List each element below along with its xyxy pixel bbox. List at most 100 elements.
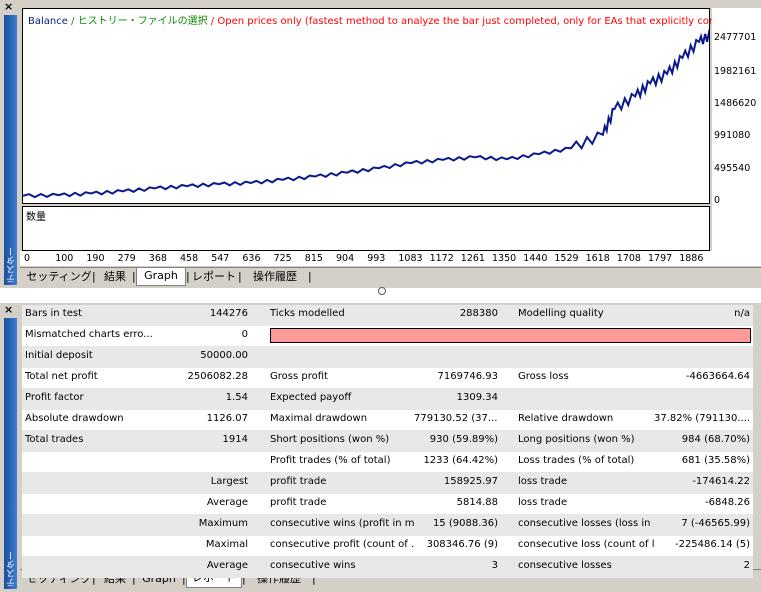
metric-value: 308346.76 (9): [426, 539, 498, 550]
x-tick-label: 100: [55, 253, 74, 264]
y-tick-label: 0: [714, 195, 721, 206]
x-tick-label: 904: [336, 253, 355, 264]
resize-handle[interactable]: [378, 287, 386, 295]
x-tick-label: 1529: [554, 253, 579, 264]
x-tick-label: 636: [242, 253, 261, 264]
metric-label: profit trade: [270, 497, 327, 508]
metric-value: 2506082.28: [187, 371, 248, 382]
metric-label: consecutive profit (count of ...: [270, 539, 414, 550]
report-row: Mismatched charts erro... 0: [22, 326, 753, 347]
metric-label: Mismatched charts erro...: [25, 329, 153, 340]
y-tick-label: 991080: [714, 130, 751, 141]
tab-report[interactable]: レポート: [192, 270, 236, 283]
report-row: Average consecutive wins 3 consecutive loss…: [22, 557, 753, 578]
tester-title-strip[interactable]: テスター: [4, 15, 17, 285]
metric-label: Total trades: [25, 434, 84, 445]
metric-value: 5814.88: [456, 497, 498, 508]
x-tick-label: 1172: [429, 253, 454, 264]
metric-value: 779130.52 (37....: [414, 413, 498, 424]
metric-value: 681 (35.58%): [681, 455, 750, 466]
x-tick-label: 993: [367, 253, 386, 264]
tab-settings[interactable]: セッティング: [26, 270, 92, 283]
tab-journal[interactable]: 操作履歴: [253, 270, 297, 283]
metric-value: 288380: [459, 308, 498, 319]
x-tick-label: 1618: [585, 253, 610, 264]
chart-legend: Balance / ヒストリー・ファイルの選択 / Open prices on…: [28, 12, 761, 27]
x-tick-label: 725: [273, 253, 292, 264]
tester-tab-bar: セッティング | 結果 | Graph | レポート | 操作履歴 |: [20, 267, 761, 286]
report-row: Maximum consecutive wins (profit in m... 1…: [22, 515, 753, 536]
y-tick-label: 2477701: [714, 32, 757, 43]
metric-value: Maximal: [205, 539, 248, 550]
metric-label: Maximal drawdown: [270, 413, 368, 424]
metric-value: 50000.00: [200, 350, 248, 361]
metric-label: Relative drawdown: [518, 413, 614, 424]
y-tick-label: 495540: [714, 163, 751, 174]
metric-label: consecutive losses: [518, 560, 612, 571]
x-tick-label: 1440: [523, 253, 548, 264]
x-tick-label: 1886: [679, 253, 704, 264]
metric-value: -174614.22: [692, 476, 750, 487]
metric-label: Bars in test: [25, 308, 82, 319]
tester-title-strip[interactable]: テスター: [4, 318, 17, 589]
metric-value: 0: [241, 329, 248, 340]
y-tick-label: 1486620: [714, 98, 757, 109]
metric-label: consecutive wins: [270, 560, 356, 571]
metric-value: 144276: [209, 308, 248, 319]
report-row: Initial deposit 50000.00: [22, 347, 753, 368]
metric-value: Maximum: [198, 518, 248, 529]
metric-value: 930 (59.89%): [429, 434, 498, 445]
x-tick-label: 815: [304, 253, 323, 264]
report-row: Profit factor 1.54 Expected payoff 1309.34: [22, 389, 753, 410]
metric-label: Gross loss: [518, 371, 569, 382]
x-axis: [20, 251, 761, 266]
metric-label: Long positions (won %): [518, 434, 635, 445]
metric-label: consecutive losses (loss in ...: [518, 518, 654, 529]
x-tick-label: 1708: [616, 253, 641, 264]
report-row: Absolute drawdown 1126.07 Maximal drawdown…: [22, 410, 753, 431]
metric-value: 1233 (64.42%): [423, 455, 498, 466]
mismatch-indicator-bar: [270, 328, 751, 343]
metric-value: -4663664.64: [685, 371, 750, 382]
metric-value: -225486.14 (5): [674, 539, 750, 550]
metric-label: Absolute drawdown: [25, 413, 124, 424]
tab-results[interactable]: 結果: [104, 270, 126, 283]
metric-value: 158925.97: [443, 476, 498, 487]
metric-value: Average: [206, 560, 248, 571]
report-row: Total trades 1914 Short positions (won %) 9…: [22, 431, 753, 452]
tester-title-label: テスター: [7, 551, 17, 587]
report-row: Maximal consecutive profit (count of ... 3…: [22, 536, 753, 557]
x-tick-label: 1083: [398, 253, 423, 264]
metric-value: 1914: [222, 434, 248, 445]
panel-divider[interactable]: [0, 288, 761, 303]
metric-value: 3: [491, 560, 498, 571]
metric-value: 7169746.93: [437, 371, 498, 382]
balance-chart-svg: [22, 29, 713, 199]
metric-label: Loss trades (% of total): [518, 455, 635, 466]
y-tick-label: 1982161: [714, 66, 757, 77]
metric-value: 984 (68.70%): [681, 434, 750, 445]
metric-label: Modelling quality: [518, 308, 604, 319]
metric-value: Largest: [210, 476, 248, 487]
close-icon[interactable]: ×: [4, 303, 14, 316]
metric-value: 2: [743, 560, 750, 571]
x-tick-label: 0: [24, 253, 31, 264]
legend-model-mode: / Open prices only (fastest method to an…: [207, 16, 761, 27]
tester-sidebar: × テスター: [0, 303, 20, 592]
x-tick-label: 368: [148, 253, 167, 264]
x-tick-label: 1797: [648, 253, 673, 264]
report-row: Average profit trade 5814.88 loss trade -684…: [22, 494, 753, 515]
report-table: Bars in test 144276 Ticks modelled 288380 Mo…: [22, 305, 753, 578]
close-icon[interactable]: ×: [4, 0, 14, 13]
x-tick-label: 190: [86, 253, 105, 264]
balance-chart[interactable]: [22, 8, 713, 204]
metric-label: Total net profit: [25, 371, 98, 382]
metric-value: Average: [206, 497, 248, 508]
tab-graph[interactable]: Graph: [136, 268, 186, 286]
x-tick-label: 1350: [492, 253, 517, 264]
metric-value: -6848.26: [705, 497, 750, 508]
metric-value: 1.54: [225, 392, 248, 403]
report-row: Largest profit trade 158925.97 loss trade -1…: [22, 473, 753, 494]
balance-line: [22, 29, 713, 199]
volume-subchart[interactable]: [22, 206, 710, 251]
